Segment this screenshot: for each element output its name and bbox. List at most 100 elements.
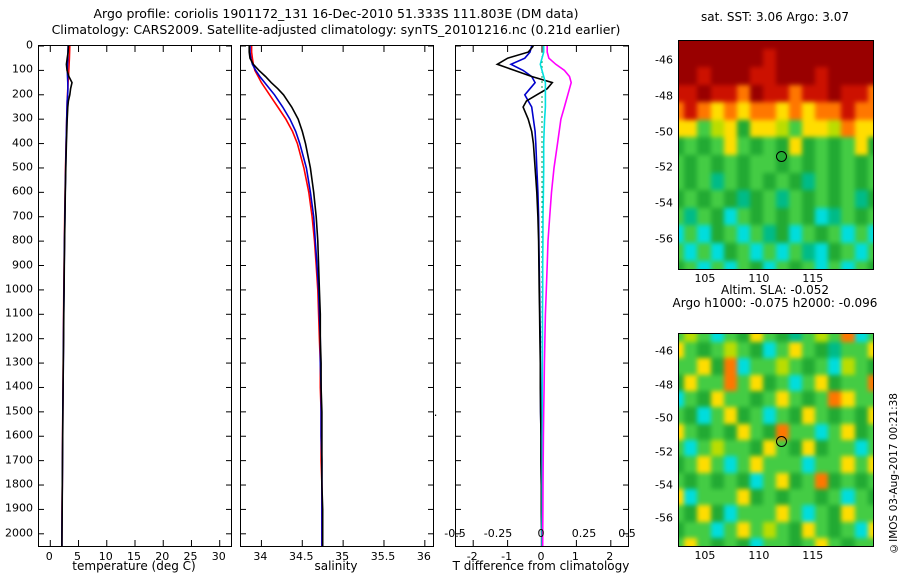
heatmap-cell [736,505,750,522]
heatmap-cell [828,423,842,440]
heatmap-cell [762,172,776,191]
x-tick-label: -2 [466,550,478,563]
heatmap-cell [841,505,855,522]
heatmap-cell [841,41,855,50]
depth-tick-label: 700 [12,209,33,223]
depth-tick-label: 500 [12,160,33,174]
heatmap-cell [749,137,763,155]
depth-tick-label: 1700 [5,453,33,467]
heatmap-cell [802,358,816,375]
heatmap-cell [854,472,868,490]
heatmap-cell [736,225,750,243]
heatmap-cell [802,225,816,243]
heatmap-cell [802,472,816,490]
heatmap-cell [802,423,816,440]
heatmap-cell [723,260,737,269]
heatmap-cell [854,84,868,103]
heatmap-cell [867,242,873,261]
heatmap-cell [841,137,855,155]
heatmap-cell [684,190,698,208]
heatmap-cell [802,407,816,424]
heatmap-cell [749,334,763,342]
heatmap-cell [828,440,842,457]
heatmap-cell [684,341,698,359]
heatmap-cell [736,84,750,103]
heatmap-cell [697,225,711,243]
heatmap-cell [854,207,868,226]
heatmap-cell [828,374,842,391]
heatmap-cell [802,521,816,539]
heatmap-cell [749,505,763,522]
heatmap-cell [710,155,724,173]
heatmap-cell [867,538,873,546]
heatmap-cell [815,538,829,546]
lat-tick-label: -56 [655,232,673,246]
depth-tick-label: 300 [12,111,33,125]
heatmap-cell [789,172,803,191]
heatmap-cell [828,102,842,120]
heatmap-cell [684,407,698,424]
heatmap-cell [867,374,873,391]
heatmap-cell [684,472,698,490]
heatmap-cell [815,374,829,391]
salinity-profile-series [248,46,324,546]
heatmap-cell [749,521,763,539]
heatmap-cell [697,137,711,155]
depth-tick-label: 2000 [5,526,33,540]
heatmap-cell [697,172,711,191]
heatmap-cell [776,225,790,243]
heatmap-cell [815,489,829,506]
heatmap-cell [710,390,724,408]
heatmap-cell [684,172,698,191]
heatmap-cell [710,225,724,243]
heatmap-cell [762,119,776,138]
heatmap-cell [867,489,873,506]
heatmap-cell [789,242,803,261]
heatmap-cell [815,472,829,490]
lat-tick-label: -56 [655,511,673,525]
heatmap-cell [762,41,776,50]
heatmap-cell [679,505,685,522]
depth-tick-label: 1000 [5,282,33,296]
heatmap-cell [762,456,776,473]
heatmap-cell [815,341,829,359]
difference-from-climatology-panel [455,45,629,547]
heatmap-cell [679,207,685,226]
heatmap-cell [815,225,829,243]
heatmap-cell [723,190,737,208]
heatmap-cell [723,390,737,408]
heatmap-cell [710,440,724,457]
heatmap-cell [802,334,816,342]
heatmap-cell [789,137,803,155]
heatmap-cell [828,190,842,208]
heatmap-cell [841,358,855,375]
heatmap-cell [697,155,711,173]
heatmap-cell [854,440,868,457]
heatmap-cell [841,334,855,342]
heatmap-cell [854,538,868,546]
heatmap-cell [710,358,724,375]
heatmap-cell [828,505,842,522]
heatmap-cell [828,456,842,473]
heatmap-cell [749,41,763,50]
salinity-profile-panel [240,45,434,547]
heatmap-cell [789,190,803,208]
heatmap-cell [828,155,842,173]
heatmap-cell [762,489,776,506]
depth-tick-label: 1600 [5,428,33,442]
salinity-profile-series [249,46,323,546]
heatmap-cell [736,242,750,261]
heatmap-cell [679,137,685,155]
heatmap-cell [828,538,842,546]
heatmap-cell [710,341,724,359]
heatmap-cell [762,374,776,391]
heatmap-cell [815,358,829,375]
heatmap-cell [697,190,711,208]
float-position-marker [776,435,788,447]
heatmap-cell [828,407,842,424]
heatmap-cell [679,423,685,440]
heatmap-cell [854,505,868,522]
heatmap-cell [776,521,790,539]
heatmap-cell [679,260,685,269]
heatmap-cell [697,358,711,375]
